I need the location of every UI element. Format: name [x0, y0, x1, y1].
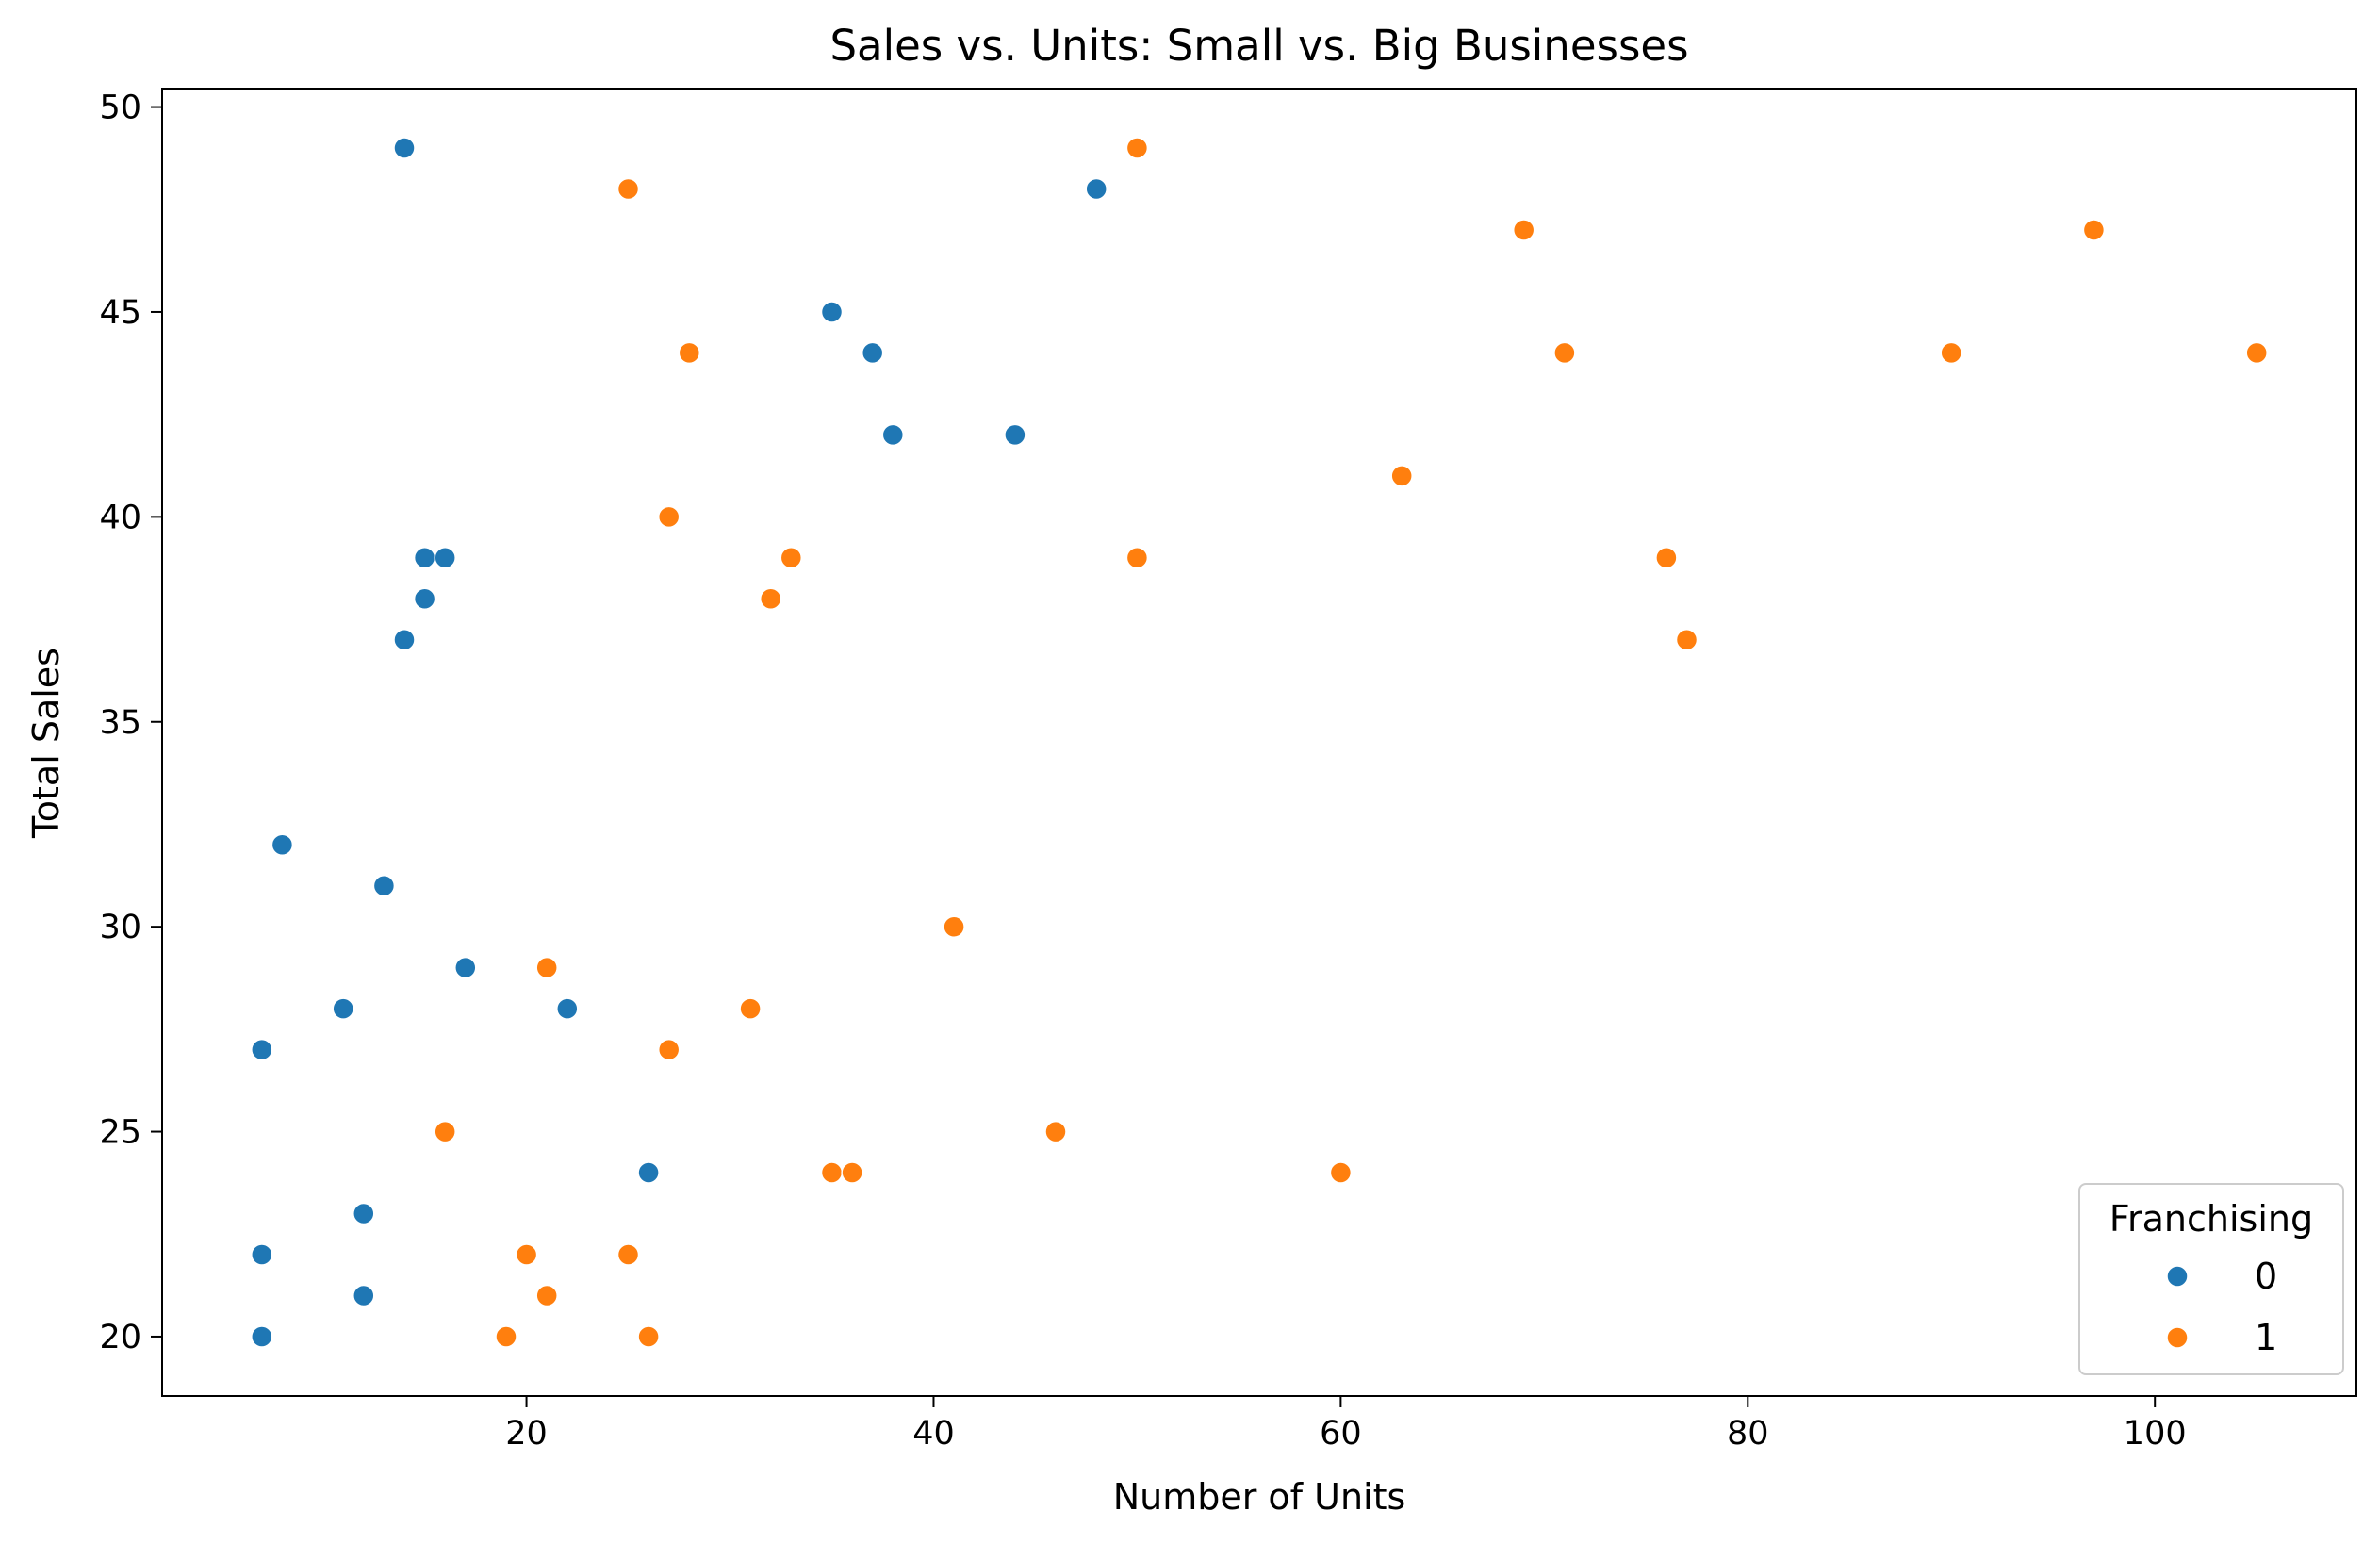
point-series-1-19 — [434, 1120, 456, 1143]
point-series-1-26 — [535, 1284, 558, 1307]
points-layer — [251, 137, 2268, 1348]
point-series-1-14 — [1675, 629, 1699, 651]
x-tick-label-60: 60 — [1320, 1415, 1362, 1453]
point-series-0-13 — [332, 997, 354, 1020]
point-series-1-18 — [657, 1038, 681, 1061]
point-series-1-27 — [495, 1325, 517, 1348]
point-series-1-0 — [1125, 137, 1149, 159]
legend-title: Franchising — [2109, 1198, 2313, 1240]
point-series-1-8 — [1390, 465, 1413, 487]
point-series-0-20 — [251, 1325, 273, 1348]
point-series-0-5 — [1004, 423, 1026, 447]
point-series-1-9 — [657, 505, 681, 529]
point-series-0-15 — [251, 1038, 273, 1061]
y-tick-label-40: 40 — [99, 499, 141, 536]
x-tick-label-20: 20 — [505, 1415, 548, 1453]
x-tick-label-40: 40 — [912, 1415, 955, 1453]
y-tick-label-50: 50 — [99, 90, 141, 127]
point-series-1-22 — [841, 1161, 863, 1184]
point-series-1-6 — [1940, 341, 1962, 365]
point-series-1-24 — [515, 1243, 538, 1266]
legend: Franchising 0 1 — [2078, 1183, 2344, 1375]
legend-marker-1 — [2166, 1326, 2189, 1349]
legend-marker-0 — [2166, 1265, 2189, 1288]
y-axis-ticks: 20 25 30 35 40 45 50 — [99, 90, 162, 1356]
legend-label-0: 0 — [2255, 1256, 2277, 1297]
point-series-0-2 — [820, 301, 844, 323]
point-series-1-12 — [1655, 547, 1678, 569]
point-series-0-4 — [881, 423, 905, 447]
point-series-1-17 — [739, 997, 762, 1020]
point-series-0-14 — [556, 997, 579, 1020]
x-axis-label: Number of Units — [1113, 1476, 1406, 1518]
point-series-0-1 — [1085, 177, 1108, 201]
y-tick-label-35: 35 — [99, 704, 141, 742]
chart-title: Sales vs. Units: Small vs. Big Businesse… — [829, 21, 1688, 71]
point-series-0-12 — [454, 956, 477, 979]
point-series-0-18 — [251, 1243, 273, 1266]
y-tick-label-25: 25 — [99, 1114, 141, 1152]
point-series-1-3 — [2082, 219, 2106, 241]
point-series-0-17 — [353, 1202, 375, 1225]
plot-area-frame — [161, 88, 2357, 1397]
point-series-1-28 — [637, 1325, 660, 1348]
point-series-0-16 — [637, 1161, 660, 1184]
point-series-0-10 — [271, 833, 294, 856]
x-tick-label-80: 80 — [1727, 1415, 1769, 1453]
x-axis-ticks: 20 40 60 80 100 — [505, 1396, 2187, 1453]
legend-label-1: 1 — [2255, 1317, 2277, 1358]
point-series-0-11 — [372, 874, 396, 897]
point-series-1-25 — [616, 1243, 640, 1266]
point-series-1-7 — [2245, 341, 2268, 365]
point-series-0-19 — [353, 1284, 375, 1307]
point-series-1-10 — [780, 547, 803, 569]
point-series-1-21 — [820, 1161, 844, 1184]
y-tick-label-20: 20 — [99, 1319, 141, 1356]
y-tick-label-30: 30 — [99, 909, 141, 946]
point-series-0-9 — [393, 629, 416, 651]
point-series-1-15 — [943, 915, 965, 938]
point-series-0-6 — [413, 547, 436, 569]
point-series-1-13 — [759, 587, 782, 611]
legend-box — [2078, 1183, 2344, 1375]
point-series-1-11 — [1125, 547, 1149, 569]
point-series-0-8 — [413, 587, 436, 611]
point-series-1-20 — [1044, 1120, 1067, 1143]
point-series-0-7 — [434, 547, 456, 569]
point-series-0-3 — [861, 341, 884, 365]
x-tick-label-100: 100 — [2124, 1415, 2187, 1453]
point-series-1-2 — [1512, 219, 1535, 241]
point-series-1-23 — [1329, 1161, 1353, 1184]
point-series-1-16 — [535, 956, 558, 979]
point-series-1-1 — [616, 177, 640, 201]
y-tick-label-45: 45 — [99, 294, 141, 332]
y-axis-label: Total Sales — [25, 648, 67, 839]
point-series-1-5 — [1553, 341, 1576, 365]
point-series-0-0 — [393, 137, 416, 159]
point-series-1-4 — [678, 341, 701, 365]
